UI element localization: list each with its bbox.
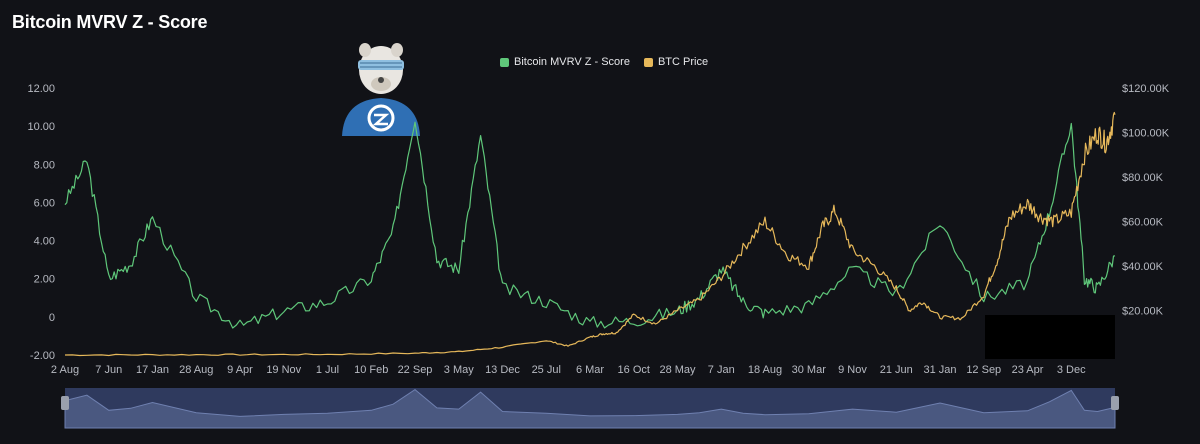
legend-label-price: BTC Price [657, 56, 709, 68]
x-tick-label: 13 Dec [485, 364, 520, 376]
y-left-tick-label: 4.00 [34, 236, 55, 248]
x-tick-label: 9 Apr [227, 364, 253, 376]
x-tick-label: 30 Mar [792, 364, 827, 376]
y-right-tick-label: $40.00K [1122, 261, 1164, 273]
price-series-line [64, 111, 1116, 357]
y-axis-left: 12.00 10.00 8.00 6.00 4.00 2.00 0 -2.00 [27, 83, 55, 362]
x-tick-label: 22 Sep [398, 364, 433, 376]
y-right-tick-label: $80.00K [1122, 172, 1164, 184]
x-tick-label: 6 Mar [576, 364, 604, 376]
x-axis: 2 Aug 7 Jun 17 Jan 28 Aug 9 Apr 19 Nov 1 Jul 10… [51, 364, 1086, 376]
x-tick-label: 7 Jun [95, 364, 122, 376]
zscore-series-line [64, 121, 1116, 329]
x-tick-label: 25 Jul [532, 364, 561, 376]
navigator-handle-left-icon[interactable] [61, 396, 69, 410]
y-right-tick-label: $60.00K [1122, 217, 1164, 229]
redacted-block [985, 315, 1115, 359]
x-tick-label: 9 Nov [838, 364, 867, 376]
x-tick-label: 28 Aug [179, 364, 213, 376]
y-left-tick-label: 8.00 [34, 159, 55, 171]
x-tick-label: 28 May [659, 364, 696, 376]
x-tick-label: 21 Jun [880, 364, 913, 376]
y-left-tick-label: 0 [49, 312, 55, 324]
y-left-tick-label: 6.00 [34, 197, 55, 209]
x-tick-label: 19 Nov [266, 364, 301, 376]
x-tick-label: 31 Jan [923, 364, 956, 376]
legend-item-price[interactable]: BTC Price [643, 56, 709, 68]
y-axis-right: $120.00K $100.00K $80.00K $60.00K $40.00K $20… [1122, 83, 1170, 318]
y-left-tick-label: 2.00 [34, 274, 55, 286]
page-title: Bitcoin MVRV Z - Score [12, 12, 208, 32]
x-tick-label: 1 Jul [316, 364, 339, 376]
x-tick-label: 23 Apr [1012, 364, 1044, 376]
y-right-tick-label: $100.00K [1122, 128, 1170, 140]
series-group [64, 111, 1116, 357]
legend-label-zscore: Bitcoin MVRV Z - Score [514, 56, 630, 68]
x-tick-label: 10 Feb [354, 364, 388, 376]
tiger-mascot-avatar-icon [342, 43, 420, 136]
legend-swatch-zscore [500, 57, 509, 67]
navigator-series-area [64, 388, 1116, 429]
x-tick-label: 7 Jan [708, 364, 735, 376]
y-right-tick-label: $20.00K [1122, 306, 1164, 318]
legend-swatch-price [643, 57, 653, 67]
x-tick-label: 12 Sep [966, 364, 1001, 376]
y-right-tick-label: $120.00K [1122, 83, 1170, 95]
x-tick-label: 16 Oct [618, 364, 650, 376]
x-tick-label: 3 Dec [1057, 364, 1086, 376]
legend-item-zscore[interactable]: Bitcoin MVRV Z - Score [500, 56, 630, 68]
y-left-tick-label: 10.00 [27, 121, 55, 133]
x-tick-label: 2 Aug [51, 364, 79, 376]
y-left-tick-label: 12.00 [27, 83, 55, 95]
x-tick-label: 18 Aug [748, 364, 782, 376]
x-tick-label: 3 May [444, 364, 474, 376]
navigator-handle-right-icon[interactable] [1111, 396, 1119, 410]
navigator[interactable] [61, 388, 1119, 429]
y-left-tick-label: -2.00 [30, 350, 55, 362]
chart-legend: Bitcoin MVRV Z - Score BTC Price [500, 56, 708, 68]
x-tick-label: 17 Jan [136, 364, 169, 376]
